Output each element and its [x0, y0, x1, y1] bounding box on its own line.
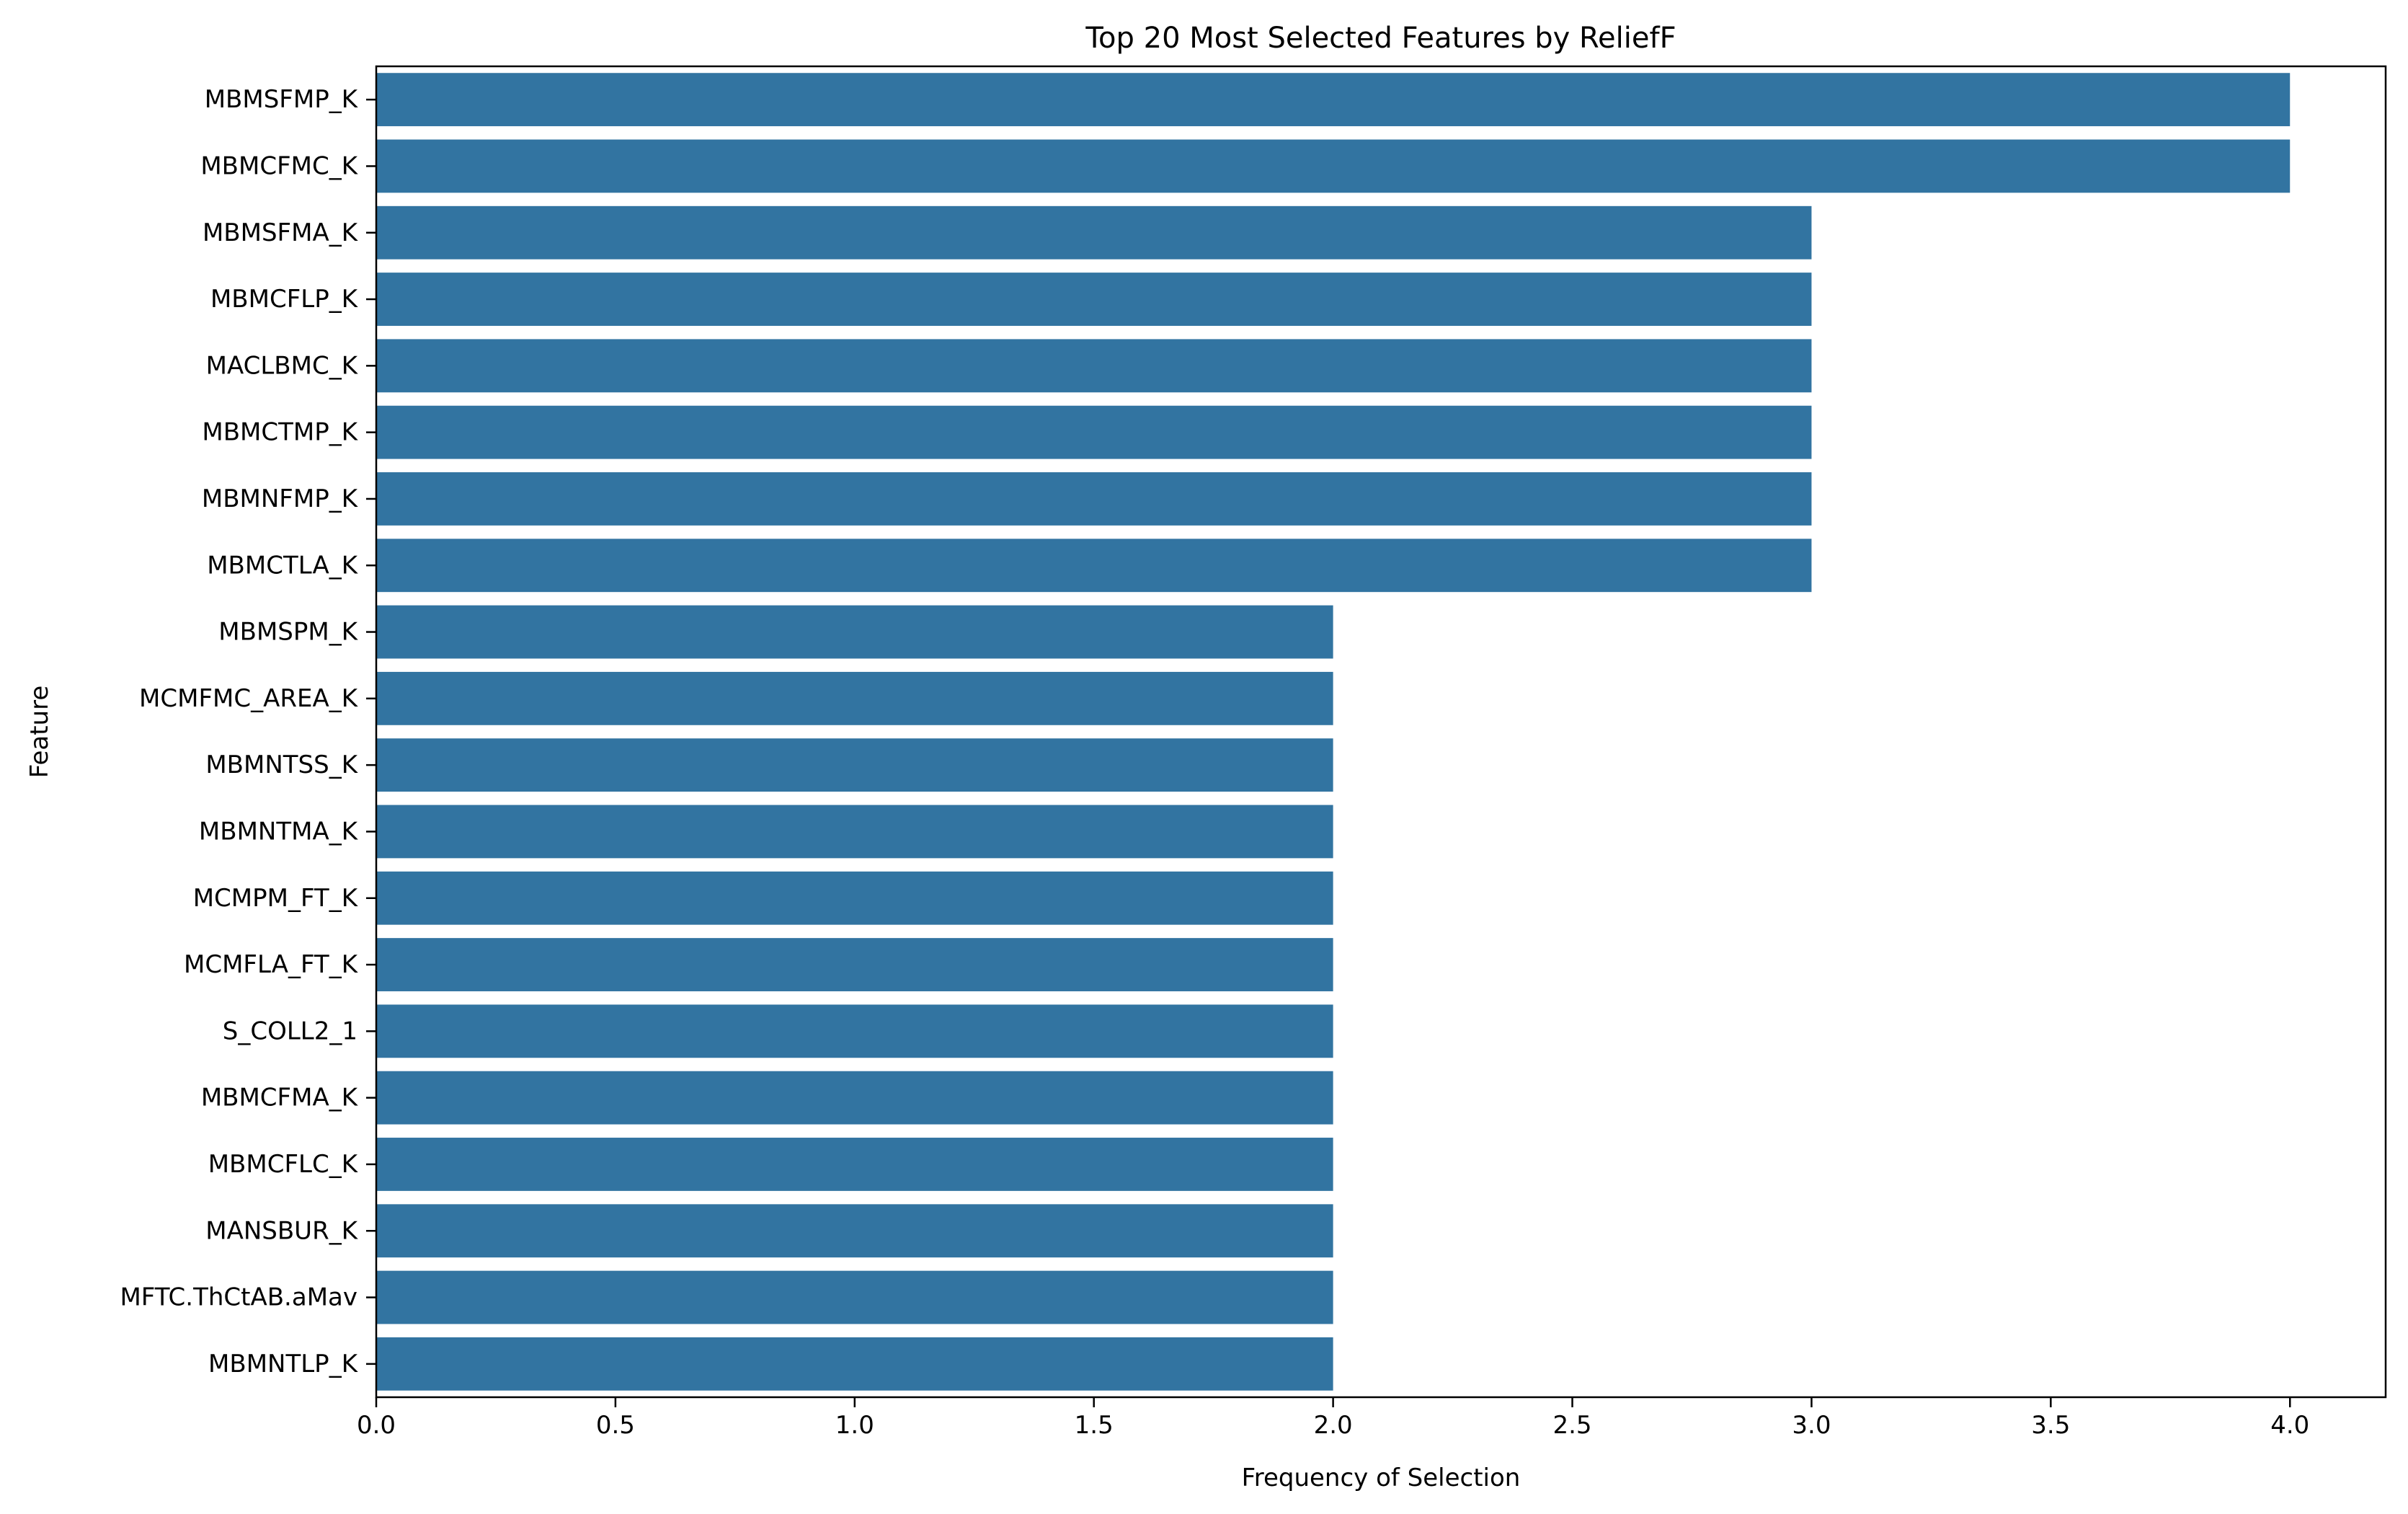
bar-MCMFLA_FT_K [376, 938, 1333, 991]
y-tick-label: MBMCFMC_K [200, 151, 358, 180]
x-tick-label: 3.5 [2031, 1411, 2070, 1440]
bar-MCMPM_FT_K [376, 871, 1333, 925]
x-axis-ticks: 0.0 0.5 1.0 1.5 2.0 2.5 3.0 3.5 4.0 [357, 1397, 2309, 1440]
bar-MBMNTLP_K [376, 1337, 1333, 1391]
y-tick-label: MBMSFMP_K [205, 85, 359, 114]
y-axis-ticks: MBMSFMP_K MBMCFMC_K MBMSFMA_K MBMCFLP_K MACL… [120, 85, 376, 1378]
bar-MBMCTMP_K [376, 405, 1812, 459]
x-tick-label: 2.5 [1552, 1411, 1591, 1440]
bar-MBMNTSS_K [376, 738, 1333, 792]
y-tick-label: MBMCTMP_K [202, 418, 358, 447]
plot-frame [375, 65, 2387, 1399]
bar-MANSBUR_K [376, 1204, 1333, 1258]
bars-group [376, 73, 2291, 1391]
y-tick-label: MBMSFMA_K [203, 218, 359, 247]
bar-MBMCFLP_K [376, 273, 1812, 326]
y-tick-label: MBMSPM_K [218, 618, 358, 647]
chart-title: Top 20 Most Selected Features by ReliefF [1085, 22, 1676, 55]
x-tick-label: 4.0 [2270, 1411, 2309, 1440]
bar-MBMCFMC_K [376, 139, 2291, 193]
bar-MBMNFMP_K [376, 472, 1812, 526]
x-axis-label: Frequency of Selection [1242, 1464, 1521, 1492]
y-tick-label: MANSBUR_K [205, 1216, 358, 1245]
x-tick-label: 1.5 [1075, 1411, 1114, 1440]
bar-MBMCFMA_K [376, 1071, 1333, 1125]
y-axis-label: Feature [25, 686, 54, 778]
y-tick-label: MBMCFMA_K [201, 1084, 359, 1112]
bar-MBMSPM_K [376, 605, 1333, 659]
y-tick-label: MBMNTMA_K [199, 817, 359, 846]
y-tick-label: MACLBMC_K [206, 351, 359, 380]
bar-MBMCFLC_K [376, 1138, 1333, 1191]
y-tick-label: MBMNTSS_K [205, 751, 358, 779]
x-tick-label: 2.0 [1314, 1411, 1353, 1440]
y-tick-label: MBMCFLC_K [208, 1150, 359, 1179]
bar-MCMFMC_AREA_K [376, 671, 1333, 725]
x-tick-label: 3.0 [1792, 1411, 1831, 1440]
y-tick-label: MCMFLA_FT_K [184, 950, 359, 979]
y-tick-label: S_COLL2_1 [223, 1017, 357, 1045]
y-tick-label: MBMNFMP_K [202, 484, 359, 513]
bar-S_COLL2_1 [376, 1004, 1333, 1058]
y-tick-label: MCMFMC_AREA_K [139, 684, 359, 713]
y-tick-label: MBMCFLP_K [210, 285, 359, 314]
bar-MBMSFMA_K [376, 205, 1812, 260]
bar-MBMCTLA_K [376, 539, 1812, 593]
bar-MACLBMC_K [376, 339, 1812, 393]
bar-MBMSFMP_K [376, 73, 2291, 127]
x-tick-label: 0.0 [357, 1411, 396, 1440]
x-tick-label: 1.0 [835, 1411, 874, 1440]
x-tick-label: 0.5 [596, 1411, 635, 1440]
y-tick-label: MBMNTLP_K [208, 1350, 359, 1378]
y-tick-label: MFTC.ThCtAB.aMav [120, 1283, 357, 1312]
y-tick-label: MCMPM_FT_K [193, 884, 359, 913]
y-tick-label: MBMCTLA_K [207, 551, 358, 580]
bar-MBMNTMA_K [376, 805, 1333, 859]
bar-MFTC.ThCtAB.aMav [376, 1270, 1333, 1324]
